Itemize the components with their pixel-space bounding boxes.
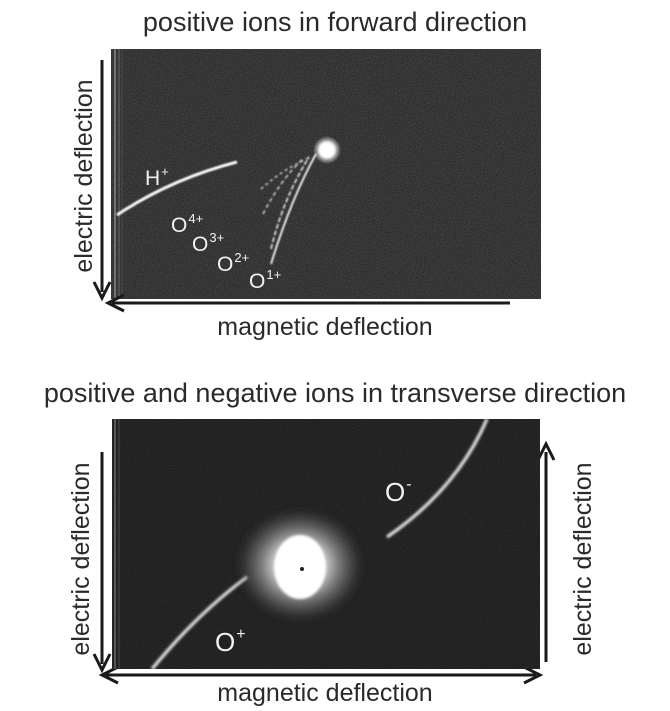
bottom-left-electric-arrow-icon xyxy=(92,452,112,674)
top-panel-title: positive ions in forward direction xyxy=(142,7,528,37)
o-minus-trace xyxy=(386,419,489,539)
ion-label-o-plus: O+ xyxy=(215,626,246,657)
o3-trace xyxy=(262,158,304,215)
h-plus-trace xyxy=(116,160,238,217)
ion-label-h-plus: H+ xyxy=(145,164,169,190)
top-detector-image xyxy=(111,49,541,299)
bottom-panel-title: positive and negative ions in transverse… xyxy=(43,378,627,408)
o-plus-trace xyxy=(150,575,248,669)
ion-label-o4-plus: O4+ xyxy=(171,211,204,237)
ion-label-o1-plus: O1+ xyxy=(249,267,282,293)
bottom-left-y-axis-label: electric deflection xyxy=(67,462,95,656)
o4-trace xyxy=(260,156,312,190)
bottom-right-electric-arrow-icon xyxy=(536,440,556,662)
bottom-central-spot xyxy=(300,567,304,571)
bottom-right-y-axis-label: electric deflection xyxy=(569,462,597,656)
bottom-detector-image xyxy=(112,419,540,669)
top-x-axis-label: magnetic deflection xyxy=(217,313,433,341)
ion-label-o-minus: O- xyxy=(385,476,412,507)
top-y-axis-label: electric deflection xyxy=(70,79,98,273)
o1-trace xyxy=(270,153,317,265)
bottom-x-axis-label: magnetic deflection xyxy=(217,679,433,707)
ion-label-o3-plus: O3+ xyxy=(192,230,225,256)
o2-trace xyxy=(270,156,310,250)
ion-label-o2-plus: O2+ xyxy=(217,250,250,276)
